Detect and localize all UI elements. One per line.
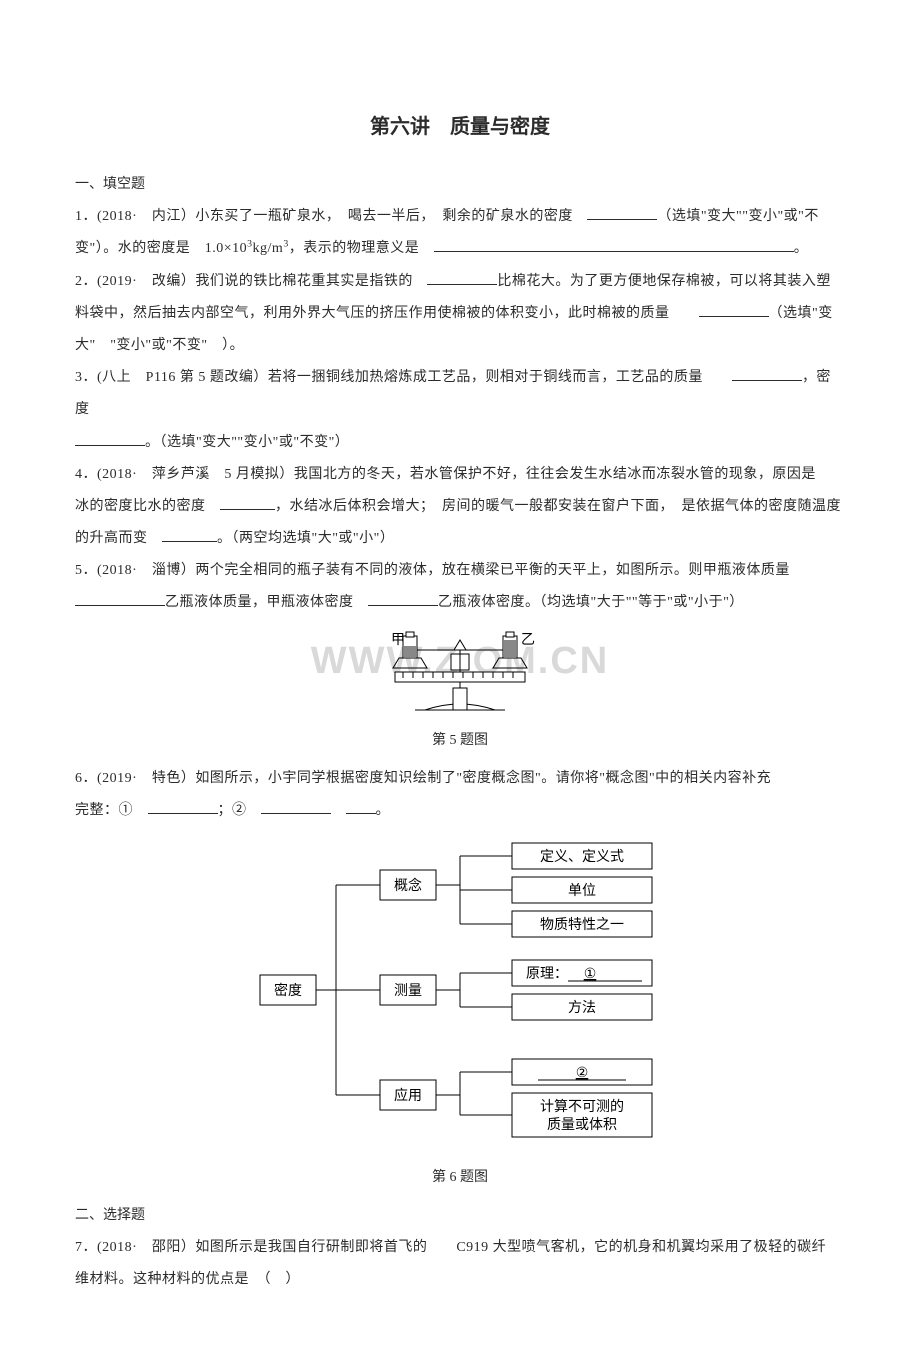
q1-text-e: ，表示的物理意义是 [289,241,434,256]
figure-5: WWW.Z OM.CN 甲 [75,628,845,723]
node-principle-label: 原理： [526,967,568,982]
q4-text-a: 4．(2018· 萍乡芦溪 5 月模拟）我国北方的冬天，若水管保护不好，往往会发… [75,467,816,482]
q1-text-c: 变"）。水的密度是 1.0×10 [75,241,247,256]
question-1: 1．(2018· 内江）小东买了一瓶矿泉水， 喝去一半后， 剩余的矿泉水的密度 … [75,201,845,233]
question-2-line2: 料袋中，然后抽去内部空气，利用外界大气压的挤压作用使棉被的体积变小，此时棉被的质… [75,298,845,330]
figure-6: 密度 概念 测量 应用 定义、定义式 单位 物质特性之一 原理： ① [75,835,845,1160]
q5-text-b: 乙瓶液体质量，甲瓶液体密度 [165,595,368,610]
label-jia: 甲 [391,633,405,648]
q2-text-d: （选填"变 [769,306,833,321]
question-5: 5．(2018· 淄博）两个完全相同的瓶子装有不同的液体，放在横梁已平衡的天平上… [75,555,845,587]
q7-text-b: 维材料。这种材料的优点是 （ ） [75,1272,300,1287]
node-calc2: 质量或体积 [547,1117,617,1133]
blank [434,251,794,252]
question-6: 6．(2019· 特色）如图所示，小宇同学根据密度知识绘制了"密度概念图"。请你… [75,763,845,795]
node-prop: 物质特性之一 [540,917,624,933]
q2-text-a: 2．(2019· 改编）我们说的铁比棉花重其实是指铁的 [75,274,427,289]
q6-text-c: ；② [218,803,262,818]
q4-text-e: 。（两空均选填"大"或"小"） [217,531,394,546]
q5-text-a: 5．(2018· 淄博）两个完全相同的瓶子装有不同的液体，放在横梁已平衡的天平上… [75,563,790,578]
q1-text-f: 。 [794,241,809,256]
q2-text-b: 比棉花大。为了更方便地保存棉被，可以将其装入塑 [497,274,831,289]
q5-text-c: 乙瓶液体密度。（均选填"大于""等于"或"小于"） [438,595,744,610]
blank [220,509,275,510]
q7-text-a: 7．(2018· 邵阳）如图所示是我国自行研制即将首飞的 C919 大型喷气客机… [75,1240,826,1255]
q1-text-d: kg/m [253,241,284,256]
blank [346,813,376,814]
blank [699,316,769,317]
section-2-heading: 二、选择题 [75,1200,845,1232]
figure-5-caption: 第 5 题图 [75,729,845,749]
question-3: 3．(八上 P116 第 5 题改编）若将一捆铜线加热熔炼成工艺品，则相对于铜线… [75,362,845,426]
q3-text-c: 。（选填"变大""变小"或"不变"） [145,435,349,450]
node-method: 方法 [568,1000,596,1016]
blank [75,445,145,446]
node-calc1: 计算不可测的 [540,1099,624,1115]
q4-text-d: 的升高而变 [75,531,162,546]
q6-text-b: 完整：① [75,803,148,818]
question-5-line2: 乙瓶液体质量，甲瓶液体密度 乙瓶液体密度。（均选填"大于""等于"或"小于"） [75,587,845,619]
question-6-line2: 完整：① ；② 。 [75,795,845,827]
q2-text-c: 料袋中，然后抽去内部空气，利用外界大气压的挤压作用使棉被的体积变小，此时棉被的质… [75,306,684,321]
q4-text-b: 冰的密度比水的密度 [75,499,220,514]
node-concept: 概念 [394,877,422,894]
blank [75,605,165,606]
balance-scale-icon: 甲 乙 [355,628,565,718]
blank [427,284,497,285]
question-2: 2．(2019· 改编）我们说的铁比棉花重其实是指铁的 比棉花大。为了更方便地保… [75,266,845,298]
node-principle-blank: ① [584,967,597,982]
page-title: 第六讲 质量与密度 [75,110,845,139]
question-4-line3: 的升高而变 。（两空均选填"大"或"小"） [75,523,845,555]
node-app-blank: ② [576,1066,589,1081]
label-yi: 乙 [521,632,535,648]
question-3-line2: 。（选填"变大""变小"或"不变"） [75,427,845,459]
question-7: 7．(2018· 邵阳）如图所示是我国自行研制即将首飞的 C919 大型喷气客机… [75,1232,845,1264]
blank [587,219,657,220]
blank [261,813,331,814]
blank [148,813,218,814]
concept-map-diagram: 密度 概念 测量 应用 定义、定义式 单位 物质特性之一 原理： ① [250,835,670,1155]
question-1-line2: 变"）。水的密度是 1.0×103kg/m3，表示的物理意义是 。 [75,233,845,265]
blank [368,605,438,606]
section-1-heading: 一、填空题 [75,169,845,201]
node-apply: 应用 [394,1087,422,1104]
figure-6-caption: 第 6 题图 [75,1166,845,1186]
node-unit: 单位 [568,883,596,899]
q4-text-c: ，水结冰后体积会增大； 房间的暖气一般都安装在窗户下面， 是依据气体的密度随温度 [275,499,841,514]
question-2-line3: 大" "变小"或"不变" ）。 [75,330,845,362]
q1-text-a: 1．(2018· 内江）小东买了一瓶矿泉水， 喝去一半后， 剩余的矿泉水的密度 [75,209,587,224]
blank [732,380,802,381]
node-root: 密度 [274,982,302,999]
q3-text-a: 3．(八上 P116 第 5 题改编）若将一捆铜线加热熔炼成工艺品，则相对于铜线… [75,370,717,385]
node-measure: 测量 [394,983,422,999]
question-4-line2: 冰的密度比水的密度 ，水结冰后体积会增大； 房间的暖气一般都安装在窗户下面， 是… [75,491,845,523]
q6-text-d: 。 [376,803,391,818]
blank [162,541,217,542]
q6-text-a: 6．(2019· 特色）如图所示，小宇同学根据密度知识绘制了"密度概念图"。请你… [75,771,771,786]
q1-text-b: （选填"变大""变小"或"不 [657,209,819,224]
node-def: 定义、定义式 [540,849,624,865]
question-4: 4．(2018· 萍乡芦溪 5 月模拟）我国北方的冬天，若水管保护不好，往往会发… [75,459,845,491]
question-7-line2: 维材料。这种材料的优点是 （ ） [75,1264,845,1296]
q2-text-e: 大" "变小"或"不变" ）。 [75,338,244,353]
